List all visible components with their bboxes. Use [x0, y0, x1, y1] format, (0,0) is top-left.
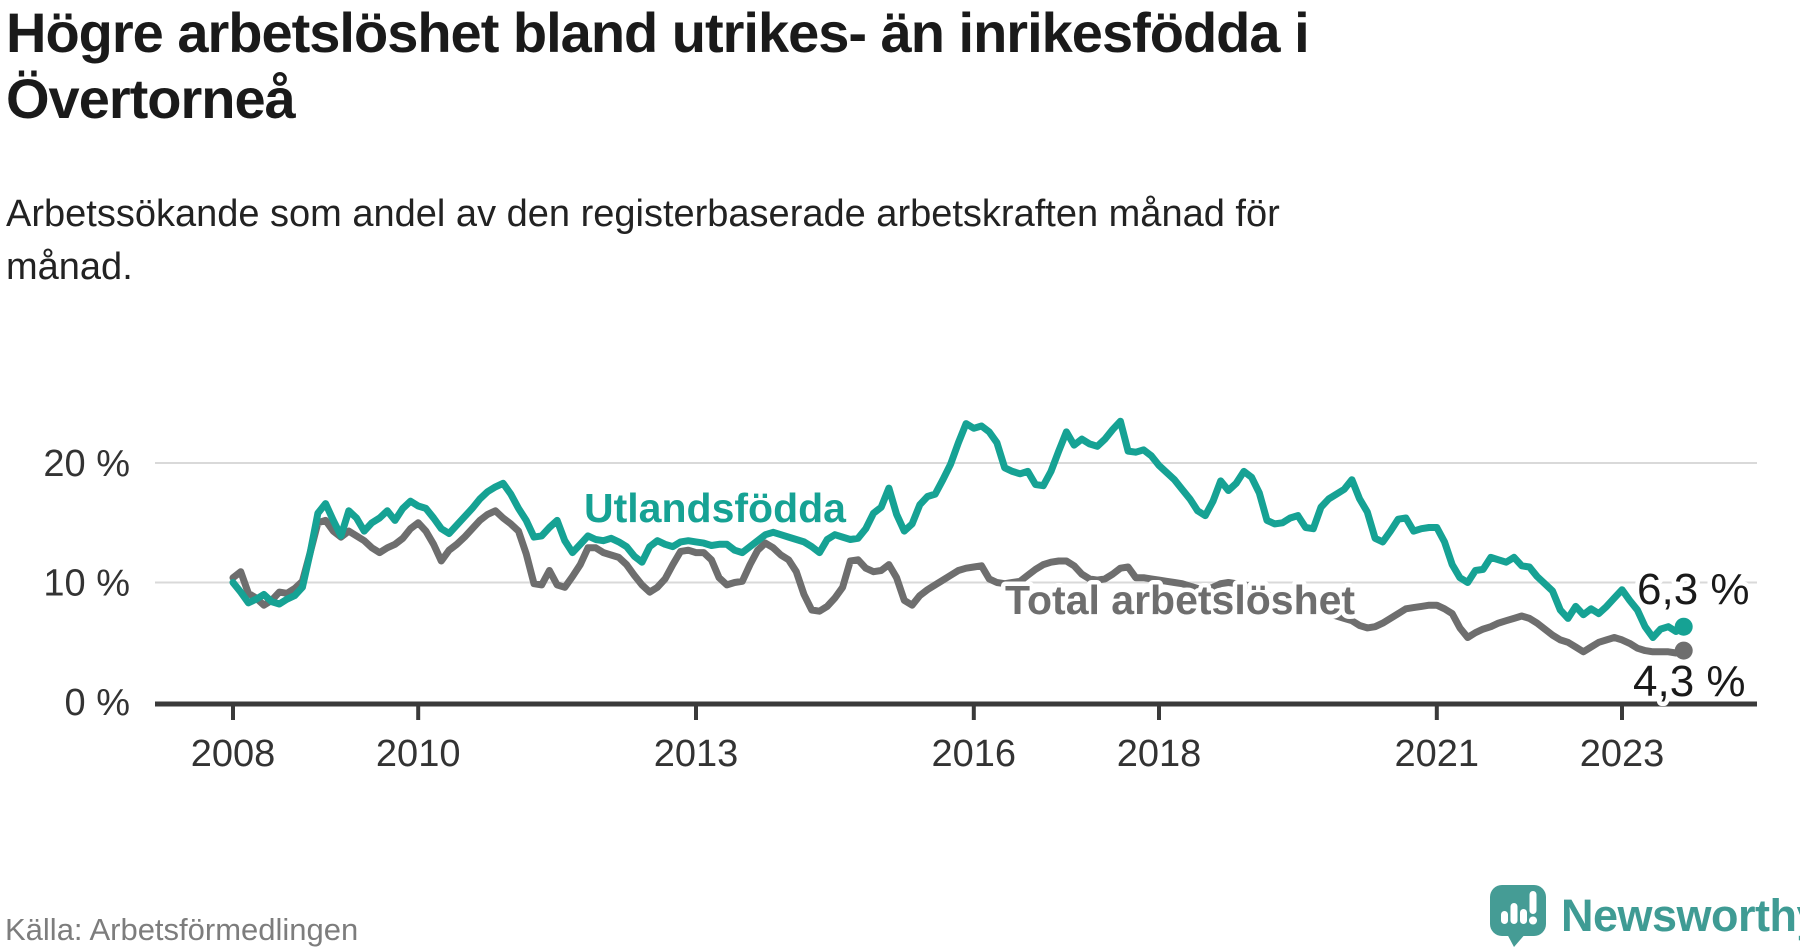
y-axis-label: 0 %	[65, 682, 130, 724]
x-axis-label: 2013	[654, 733, 739, 775]
series-line	[229, 507, 1688, 657]
end-value-label-utlandsfodda: 6,3 %	[1637, 565, 1750, 614]
x-axis-label: 2023	[1580, 733, 1665, 775]
series-end-dot	[1674, 641, 1693, 660]
x-axis-label: 2008	[191, 733, 276, 775]
newsworthy-logo: Newsworthy	[1489, 884, 1800, 948]
newsworthy-wordmark: Newsworthy	[1561, 890, 1800, 941]
speech-bubble-tail	[1506, 932, 1527, 947]
chart-subtitle: Arbetssökande som andel av den registerb…	[6, 193, 1280, 288]
x-axis-label: 2016	[932, 733, 1017, 775]
series-label-total-arbetsloshet: Total arbetslöshet	[1005, 577, 1355, 623]
x-axis-label: 2018	[1117, 733, 1202, 775]
bar-chart-icon	[1501, 903, 1527, 924]
x-axis-label: 2010	[376, 733, 461, 775]
y-axis-label: 20 %	[43, 443, 130, 485]
chart-title: Högre arbetslöshet bland utrikes- än inr…	[6, 1, 1310, 130]
y-axis-label: 10 %	[43, 563, 130, 605]
end-value-label-total: 4,3 %	[1633, 657, 1746, 706]
exclamation-icon	[1529, 891, 1537, 925]
plot-layer: 0 % 10 % 20 % 2008 2010 2013 2016 2018 2021 2023	[43, 417, 1757, 775]
source-note: Källa: Arbetsförmedlingen	[5, 912, 359, 947]
series-end-dot	[1674, 617, 1693, 636]
series-line	[229, 417, 1688, 641]
series-label-utlandsfodda: Utlandsfödda	[584, 485, 847, 531]
x-axis-label: 2021	[1395, 733, 1480, 775]
newsworthy-logo-icon	[1490, 885, 1546, 947]
